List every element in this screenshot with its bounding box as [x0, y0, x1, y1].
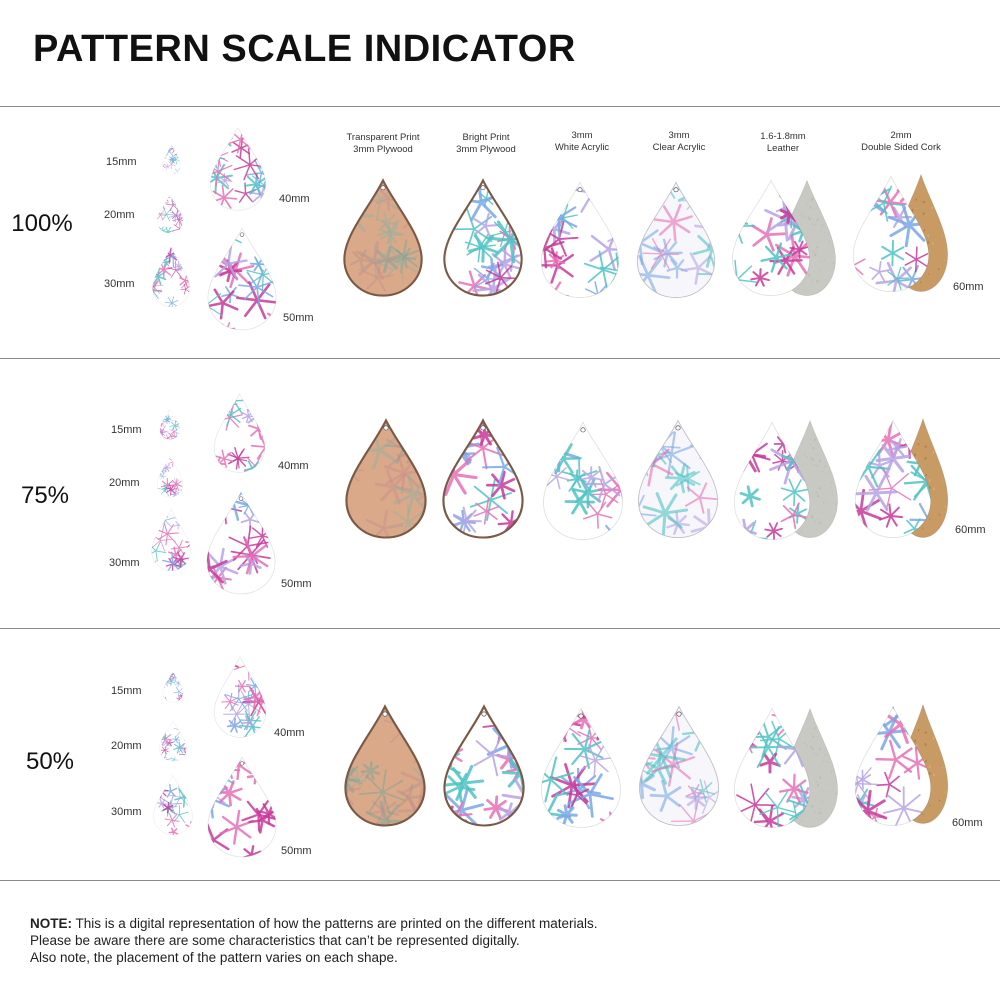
teardrop-15mm — [159, 408, 181, 440]
teardrop-clear-acrylic — [635, 418, 721, 540]
teardrop-30mm — [150, 508, 192, 572]
teardrop-50mm — [204, 490, 278, 596]
size-label-15mm: 15mm — [106, 156, 137, 168]
divider — [0, 880, 1000, 881]
teardrop-white-acrylic — [538, 180, 622, 300]
size-label-40mm: 40mm — [279, 193, 310, 205]
material-label-plywood-bright: Bright Print 3mm Plywood — [456, 132, 516, 155]
size-label-60mm: 60mm — [952, 817, 983, 829]
size-label-20mm: 20mm — [111, 740, 142, 752]
size-label-60mm: 60mm — [953, 281, 984, 293]
teardrop-20mm — [158, 720, 188, 762]
teardrop-20mm — [156, 456, 184, 498]
teardrop-plywood-transparent — [342, 704, 428, 828]
teardrop-clear-acrylic — [634, 180, 718, 300]
teardrop-white-acrylic — [540, 420, 626, 542]
page-title: PATTERN SCALE INDICATOR — [33, 28, 576, 70]
divider — [0, 106, 1000, 107]
disclaimer-note: NOTE: This is a digital representation o… — [30, 915, 598, 966]
material-label-cork: 2mm Double Sided Cork — [861, 130, 941, 153]
teardrop-clear-acrylic — [636, 704, 722, 828]
teardrop-cork-front — [850, 174, 932, 294]
size-label-60mm: 60mm — [955, 524, 986, 536]
teardrop-30mm — [151, 246, 191, 308]
size-label-30mm: 30mm — [111, 806, 142, 818]
teardrop-cork-front — [852, 418, 934, 540]
teardrop-leather-front — [729, 178, 813, 298]
teardrop-plywood-bright — [440, 418, 526, 540]
teardrop-40mm — [212, 655, 268, 739]
divider — [0, 358, 1000, 359]
size-label-40mm: 40mm — [274, 727, 305, 739]
teardrop-leather-front — [731, 706, 813, 830]
size-label-15mm: 15mm — [111, 424, 142, 436]
size-label-40mm: 40mm — [278, 460, 309, 472]
material-label-white-acrylic: 3mm White Acrylic — [554, 130, 610, 153]
teardrop-20mm — [156, 194, 184, 234]
teardrop-cork-front — [852, 704, 934, 828]
material-label-clear-acrylic: 3mm Clear Acrylic — [652, 130, 706, 153]
teardrop-15mm — [162, 144, 181, 175]
note-line-3: Also note, the placement of the pattern … — [30, 950, 398, 965]
teardrop-50mm — [205, 755, 279, 859]
teardrop-40mm — [212, 392, 267, 474]
size-label-20mm: 20mm — [109, 477, 140, 489]
size-label-30mm: 30mm — [104, 278, 135, 290]
note-line-1: NOTE: This is a digital representation o… — [30, 916, 598, 931]
note-line-2: Please be aware there are some character… — [30, 933, 520, 948]
size-label-50mm: 50mm — [283, 312, 314, 324]
scale-label: 100% — [11, 210, 73, 237]
size-label-15mm: 15mm — [111, 685, 142, 697]
teardrop-plywood-transparent — [343, 418, 429, 540]
scale-label: 50% — [25, 748, 75, 775]
size-label-50mm: 50mm — [281, 845, 312, 857]
teardrop-leather-front — [731, 420, 813, 542]
teardrop-plywood-bright — [441, 178, 525, 298]
material-label-leather: 1.6-1.8mm Leather — [760, 131, 806, 154]
teardrop-30mm — [152, 774, 194, 836]
teardrop-50mm — [205, 226, 279, 332]
teardrop-white-acrylic — [538, 706, 624, 830]
note-label: NOTE: — [30, 916, 72, 931]
teardrop-40mm — [208, 126, 268, 212]
teardrop-plywood-bright — [441, 704, 527, 828]
teardrop-15mm — [162, 671, 184, 703]
divider — [0, 628, 1000, 629]
material-label-plywood-transparent: Transparent Print 3mm Plywood — [346, 132, 420, 155]
size-label-20mm: 20mm — [104, 209, 135, 221]
scale-label: 75% — [20, 482, 70, 509]
teardrop-plywood-transparent — [341, 178, 425, 298]
size-label-30mm: 30mm — [109, 557, 140, 569]
size-label-50mm: 50mm — [281, 578, 312, 590]
